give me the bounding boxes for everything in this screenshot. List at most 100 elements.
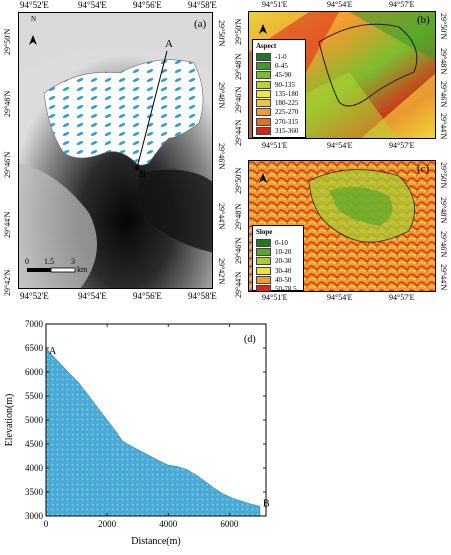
panel-b-bottom-tick: 94°54'E <box>327 141 353 150</box>
aspect-legend-swatch <box>256 127 271 136</box>
slope-map: (c) Slope 0-10 10-20 20-30 30-40 40-50 50-78.… <box>248 160 436 292</box>
y-tick-label: 4000 <box>25 463 44 473</box>
north-arrow-icon <box>259 173 267 183</box>
slope-legend-entry: 30-40 <box>256 266 300 275</box>
slope-legend-label: 50-78.5 <box>275 285 297 292</box>
slope-legend-entry: 20-30 <box>256 257 300 266</box>
slope-legend-label: 10-20 <box>275 247 292 256</box>
glacier-lake-area <box>43 59 204 166</box>
y-tick-label: 5000 <box>25 415 44 425</box>
aspect-legend-entry: 135-180 <box>256 89 302 98</box>
panel-c: (c) Slope 0-10 10-20 20-30 30-40 40-50 50-78.… <box>232 152 451 305</box>
aspect-legend-label: 180-225 <box>275 99 299 108</box>
panel-b-right-tick: 29°44'N <box>439 113 448 140</box>
elevation-area <box>45 347 261 517</box>
panel-b-left-tick: 29°50'N <box>234 18 243 45</box>
point-b-marker <box>134 165 140 171</box>
aspect-legend-swatch <box>256 108 271 117</box>
aspect-legend-entry: 315-360 <box>256 126 302 136</box>
panel-a-top-tick: 94°52'E <box>20 0 49 10</box>
north-label: N <box>31 15 37 23</box>
panel-a-left-tick: 29°42'N <box>3 269 12 296</box>
aspect-legend-swatch <box>256 117 271 126</box>
aspect-legend-swatch <box>256 61 271 70</box>
panel-a-left-tick: 29°50'N <box>3 28 12 55</box>
panel-b-right-tick: 29°48'N <box>439 48 448 75</box>
slope-legend-entry: 10-20 <box>256 247 300 256</box>
panel-a-left-tick: 29°48'N <box>3 90 12 117</box>
y-tick-label: 5500 <box>25 391 44 401</box>
panel-a-right-tick: 29°42'N <box>217 258 226 285</box>
slope-legend-swatch <box>256 285 271 291</box>
panel-b-left-tick: 29°48'N <box>234 53 243 80</box>
slope-legend-label: 0-10 <box>275 238 288 247</box>
panel-c-bottom-tick: 94°51'E <box>262 293 288 302</box>
panel-c-right-tick: 29°50'N <box>439 162 448 189</box>
panel-b-top-tick: 94°54'E <box>327 0 353 9</box>
panel-c-left-tick: 29°48'N <box>234 203 243 230</box>
aspect-legend-swatch <box>256 52 271 61</box>
panel-a-label: (a) <box>194 18 207 30</box>
panel-a-bottom-tick: 94°58'E <box>188 291 217 301</box>
slope-legend-label: 20-30 <box>275 257 292 266</box>
slope-legend-label: 30-40 <box>275 266 292 275</box>
profile-annotation: B <box>263 498 270 509</box>
aspect-legend-entry: 0-45 <box>256 61 302 70</box>
dem-map: N (a) A B 0 1.5 3 km <box>18 12 213 289</box>
panel-b-left-tick: 29°44'N <box>234 119 243 146</box>
panel-b-top-tick: 94°57'E <box>389 0 415 9</box>
y-tick-label: 3000 <box>25 511 44 521</box>
panel-d-label: (d) <box>244 334 256 345</box>
panel-a-left-tick: 29°46'N <box>3 151 12 178</box>
panel-c-left-tick: 29°44'N <box>234 271 243 298</box>
panel-c-left-tick: 29°46'N <box>234 237 243 264</box>
slope-legend-entry: 50-78.5 <box>256 284 300 292</box>
elevation-profile-chart: 3000 3500 4000 4500 5000 5500 6000 6500 7000 0 200… <box>4 319 270 547</box>
panel-b-bottom-tick: 94°51'E <box>262 141 288 150</box>
aspect-legend-swatch <box>256 71 271 80</box>
panel-a-right-tick: 29°50'N <box>217 20 226 47</box>
x-tick-label: 2000 <box>98 519 117 529</box>
aspect-legend-title: Aspect <box>256 42 277 50</box>
aspect-legend-label: 45-90 <box>275 71 292 80</box>
slope-legend-label: 40-50 <box>275 275 292 284</box>
slope-legend-swatch <box>256 247 271 256</box>
panel-c-right-tick: 29°48'N <box>439 197 448 224</box>
dem-map-svg <box>19 13 212 288</box>
aspect-legend-entry: 225-270 <box>256 108 302 117</box>
point-a-label: A <box>165 38 173 50</box>
scale-bar <box>27 268 51 272</box>
panel-b-right-tick: 29°46'N <box>439 81 448 108</box>
y-tick-label: 7000 <box>25 319 44 329</box>
panel-a-right-tick: 29°48'N <box>217 82 226 109</box>
x-tick-label: 6000 <box>220 519 239 529</box>
panel-c-left-tick: 29°50'N <box>234 167 243 194</box>
aspect-legend: Aspect -1-0 0-45 45-90 90-135 135-180 180-225… <box>252 39 306 138</box>
point-b-label: B <box>139 168 147 180</box>
panel-a-right-tick: 29°44'N <box>217 203 226 230</box>
aspect-legend-entry: 270-315 <box>256 117 302 126</box>
panel-b-bottom-tick: 94°57'E <box>389 141 415 150</box>
panel-a-top-tick: 94°56'E <box>133 0 162 10</box>
slope-map-svg <box>249 161 435 291</box>
slope-legend-title: Slope <box>256 228 273 236</box>
aspect-legend-label: 135-180 <box>275 89 299 98</box>
panel-b-left-tick: 29°46'N <box>234 86 243 113</box>
aspect-legend-entry: 90-135 <box>256 80 302 89</box>
y-tick-label: 6500 <box>25 343 44 353</box>
scale-label-0: 0 <box>25 257 29 266</box>
panel-b: 94°51'E 94°54'E 94°57'E (b) Asp <box>232 0 451 152</box>
y-axis-label: Elevation(m) <box>4 394 15 447</box>
panel-c-label: (c) <box>417 163 430 175</box>
panel-a-right-tick: 29°46'N <box>217 143 226 170</box>
aspect-legend-label: 270-315 <box>275 117 299 126</box>
north-arrow-icon <box>259 24 267 34</box>
slope-legend-swatch <box>256 238 271 247</box>
x-tick-label: 0 <box>44 519 49 529</box>
aspect-legend-swatch <box>256 80 271 89</box>
panel-a-bottom-tick: 94°52'E <box>20 291 49 301</box>
scale-unit: km <box>77 265 88 274</box>
x-tick-label: 4000 <box>159 519 178 529</box>
aspect-legend-entry: 45-90 <box>256 71 302 80</box>
panel-d: 3000 3500 4000 4500 5000 5500 6000 6500 7000 0 200… <box>0 312 451 550</box>
